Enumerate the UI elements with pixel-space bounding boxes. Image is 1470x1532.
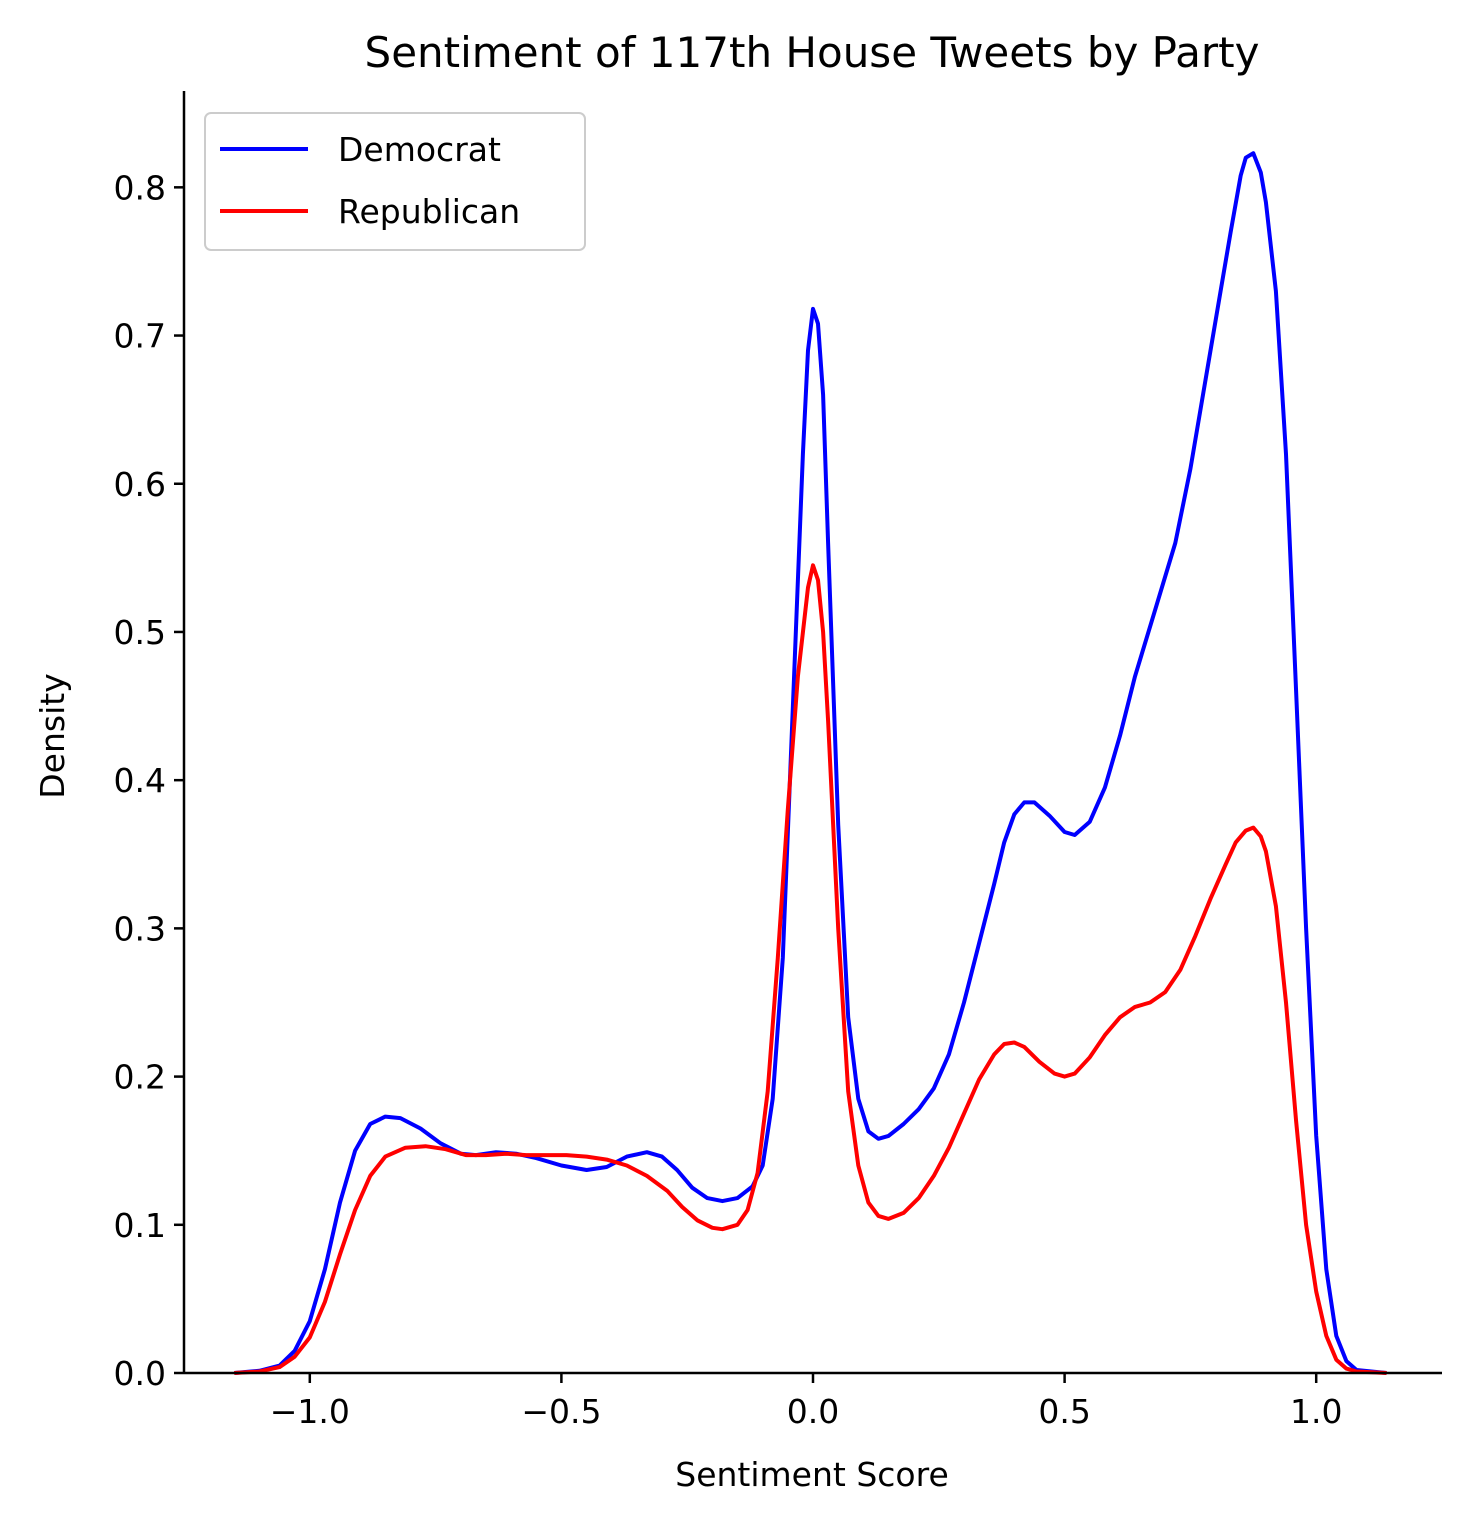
y-tick-label: 0.2 [114,1058,166,1097]
x-axis-label: Sentiment Score [675,1455,949,1494]
y-tick-label: 0.4 [114,761,166,800]
series-layer [234,151,1387,1375]
legend-label-democrat: Democrat [338,130,501,169]
y-tick-label: 0.3 [114,909,166,948]
y-axis-label: Density [33,673,72,798]
y-tick-label: 0.8 [114,168,166,207]
x-tick-label: 1.0 [1290,1392,1342,1431]
x-tick-label: 0.5 [1038,1392,1090,1431]
legend-label-republican: Republican [338,192,520,231]
y-tick-label: 0.6 [114,465,166,504]
chart-title: Sentiment of 117th House Tweets by Party [365,28,1260,77]
y-axis-ticks: 0.0 0.1 0.2 0.3 0.4 0.5 0.6 0.7 0.8 [114,168,184,1393]
legend: Democrat Republican [204,112,586,251]
x-tick-label: −1.0 [270,1392,350,1431]
y-tick-label: 0.5 [114,613,166,652]
x-tick-label: 0.0 [787,1392,839,1431]
y-tick-label: 0.0 [114,1354,166,1393]
y-tick-label: 0.7 [114,317,166,356]
x-axis-ticks: −1.0 −0.5 0.0 0.5 1.0 [270,1373,1342,1431]
series-line-republican [234,563,1387,1375]
x-tick-label: −0.5 [521,1392,601,1431]
y-tick-label: 0.1 [114,1206,166,1245]
